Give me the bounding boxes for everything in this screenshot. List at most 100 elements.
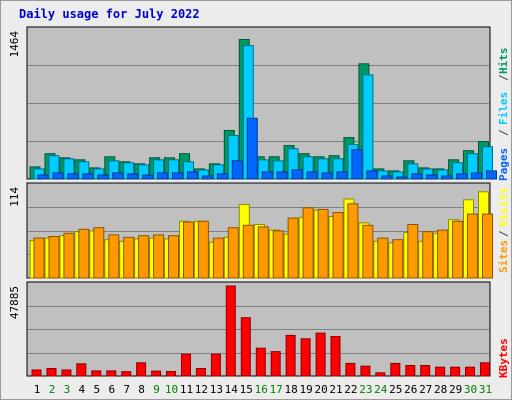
- pages-bar: [276, 171, 288, 180]
- x-tick-label: 1: [34, 383, 41, 396]
- kbytes-bar: [420, 365, 431, 377]
- pages-bar: [112, 172, 124, 180]
- kbytes-bar: [210, 353, 221, 377]
- x-tick-label: 6: [108, 383, 115, 396]
- pages-bar: [471, 172, 482, 180]
- pages-bar: [97, 174, 109, 180]
- kbytes-bar: [375, 372, 386, 377]
- sites-bar: [377, 237, 389, 279]
- x-tick-label: 13: [210, 383, 223, 396]
- y-max-label: 47885: [8, 286, 21, 319]
- pages-bar: [426, 174, 438, 180]
- legend-label: /: [497, 129, 510, 136]
- kbytes-bar: [106, 370, 117, 377]
- pages-bar: [246, 117, 258, 180]
- kbytes-bar: [61, 369, 72, 377]
- kbytes-bar: [480, 362, 490, 377]
- legend-label: Files: [497, 92, 510, 125]
- kbytes-bar: [151, 370, 162, 377]
- pages-bar: [366, 170, 378, 180]
- x-tick-label: 8: [138, 383, 145, 396]
- kbytes-bar: [31, 369, 42, 377]
- x-tick-label: 27: [419, 383, 432, 396]
- sites-bar: [362, 224, 374, 279]
- x-tick-label: 14: [225, 383, 239, 396]
- kbytes-bar: [195, 368, 206, 377]
- legend-label: Sites: [497, 240, 510, 273]
- chart-title: Daily usage for July 2022: [19, 7, 200, 21]
- sites-bar: [63, 232, 75, 279]
- kbytes-bar: [225, 285, 236, 377]
- x-tick-label: 22: [344, 383, 357, 396]
- legend-label: Hits: [497, 48, 510, 75]
- x-tick-label: 26: [404, 383, 417, 396]
- sites-bar: [108, 234, 120, 279]
- sites-bar: [392, 239, 404, 279]
- x-tick-label: 25: [389, 383, 402, 396]
- kbytes-bar: [270, 351, 281, 377]
- sites-bar: [422, 231, 434, 279]
- x-tick-label: 15: [240, 383, 253, 396]
- y-max-label: 114: [8, 187, 21, 207]
- x-tick-label: 3: [64, 383, 71, 396]
- x-tick-label: 2: [49, 383, 56, 396]
- x-tick-label: 5: [93, 383, 100, 396]
- pages-bar: [261, 171, 273, 180]
- legend-label: /: [497, 74, 510, 81]
- kbytes-bar: [330, 336, 341, 377]
- sites-bar: [48, 236, 60, 279]
- legend-label: Pages: [497, 148, 510, 181]
- x-tick-label: 29: [449, 383, 462, 396]
- x-tick-label: 10: [165, 383, 178, 396]
- sites-bar: [482, 213, 493, 279]
- pages-bar: [172, 172, 183, 180]
- sites-bar: [287, 217, 299, 279]
- pages-bar: [187, 171, 198, 180]
- x-tick-label: 20: [314, 383, 327, 396]
- x-tick-label: 24: [374, 383, 388, 396]
- kbytes-bar: [285, 334, 296, 377]
- sites-bar: [33, 237, 45, 279]
- pages-bar: [231, 160, 243, 180]
- x-tick-label: 18: [284, 383, 297, 396]
- x-tick-label: 28: [434, 383, 447, 396]
- x-tick-label: 23: [359, 383, 372, 396]
- sites-bar: [153, 234, 165, 279]
- kbytes-bar: [300, 338, 311, 377]
- pages-bar: [456, 173, 468, 180]
- x-tick-label: 16: [255, 383, 268, 396]
- x-tick-label: 4: [78, 383, 85, 396]
- kbytes-bar: [405, 365, 416, 377]
- kbytes-bar: [435, 366, 446, 377]
- pages-bar: [52, 172, 64, 180]
- sites-bar: [407, 224, 419, 279]
- pages-bar: [67, 173, 79, 180]
- pages-bar: [411, 173, 423, 180]
- x-tick-label: 11: [180, 383, 193, 396]
- y-max-label: 1464: [8, 31, 21, 58]
- pages-bar: [351, 149, 363, 180]
- kbytes-bar: [345, 362, 356, 377]
- legend-label: Visits: [497, 187, 510, 227]
- pages-bar: [306, 171, 318, 180]
- sites-bar: [347, 203, 359, 279]
- sites-bar: [257, 226, 269, 279]
- sites-bar: [93, 227, 105, 279]
- legend-label: /: [497, 230, 510, 237]
- sites-bar: [78, 228, 90, 279]
- x-tick-label: 21: [329, 383, 342, 396]
- pages-bar: [127, 173, 139, 180]
- sites-bar: [467, 213, 478, 279]
- x-tick-label: 9: [153, 383, 160, 396]
- x-tick-label: 30: [464, 383, 477, 396]
- kbytes-bar: [450, 366, 461, 377]
- kbytes-bar: [360, 365, 371, 377]
- sites-bar: [197, 220, 209, 279]
- pages-bar: [291, 169, 303, 180]
- sites-bar: [437, 229, 449, 279]
- kbytes-bar: [121, 371, 132, 377]
- pages-bar: [201, 175, 213, 180]
- sites-bar: [227, 227, 239, 279]
